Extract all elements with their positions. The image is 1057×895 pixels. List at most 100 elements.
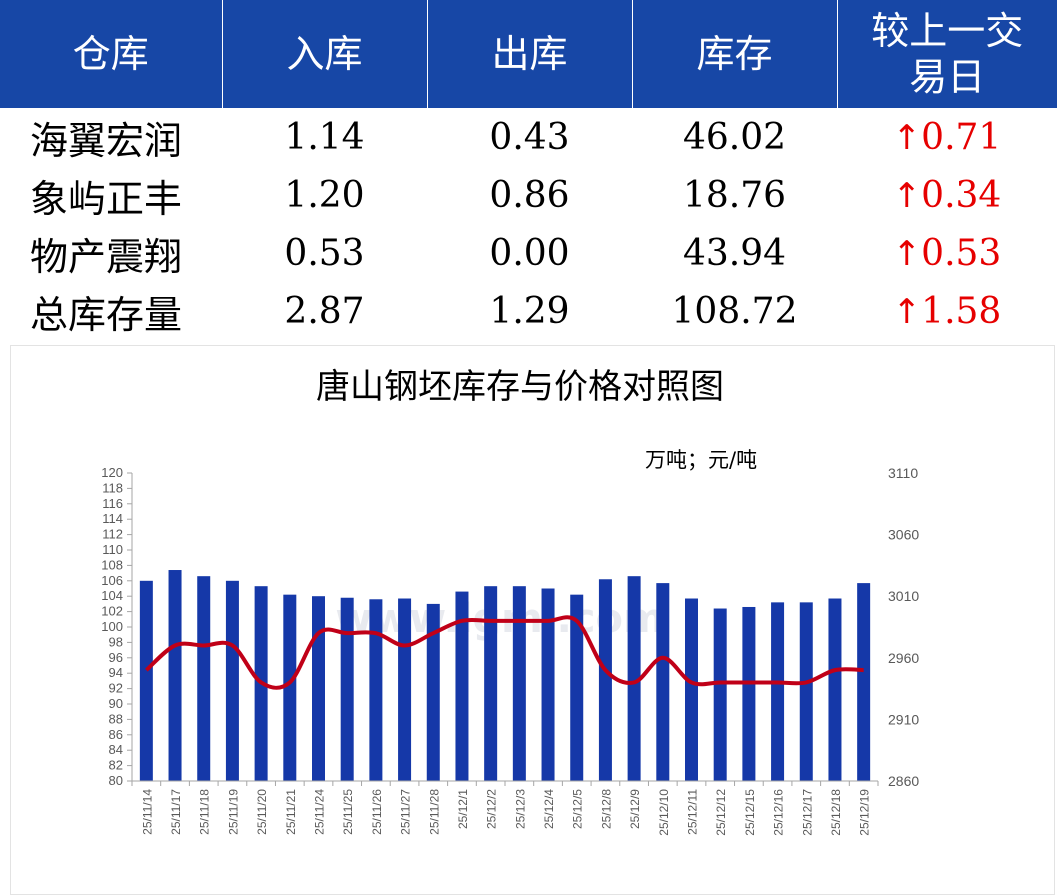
warehouse-name: 总库存量 [30,292,183,337]
change-value: 0.53 [921,232,1002,274]
stock-value: 18.76 [682,174,787,216]
x-tick-label: 25/12/3 [513,789,527,829]
inventory-bar [742,606,756,781]
inventory-bar [685,598,698,781]
change-cell: ↑0.53 [837,224,1057,282]
right-tick-label: 2910 [888,711,919,727]
x-tick-label: 25/11/24 [313,789,327,835]
x-tick-label: 25/12/5 [571,789,585,829]
inventory-bar [541,588,555,781]
unit-label: 万吨；元/吨 [645,448,757,472]
price-line [144,615,864,690]
inbound-value: 0.53 [284,232,365,274]
inventory-bar [312,596,325,781]
left-tick-label: 114 [102,511,123,526]
x-tick-label: 25/12/8 [599,789,613,829]
right-tick-label: 3060 [888,527,919,543]
x-axis: 25/11/14 25/11/17 25/11/18 25/11/19 25/11/20… [131,780,879,836]
x-tick-label: 25/12/10 [657,789,671,836]
inventory-bar [455,591,469,781]
change-cell: ↑1.58 [837,282,1057,340]
x-tick-label: 25/12/15 [743,789,757,836]
left-tick-label: 118 [102,480,123,495]
x-tick-label: 25/11/19 [226,789,240,835]
left-tick-label: 84 [109,742,123,757]
inventory-bar [570,594,584,781]
outbound-value: 0.86 [489,174,570,216]
inventory-bar [828,598,842,781]
inventory-bar [369,599,383,781]
change-cell: ↑0.34 [837,166,1057,224]
left-tick-label: 96 [109,650,123,665]
left-tick-label: 116 [102,496,123,511]
inventory-bar [398,598,412,781]
inventory-bar [283,594,297,781]
left-tick-label: 82 [109,758,123,773]
x-tick-label: 25/11/17 [169,789,183,835]
inventory-bar [799,602,813,781]
x-tick-label: 25/11/27 [399,789,413,835]
inventory-bar [340,597,354,781]
x-tick-label: 25/12/18 [829,789,843,836]
header-inbound: 入库 [221,0,427,108]
change-value: 1.58 [921,290,1002,332]
inventory-bar [168,570,182,781]
warehouse-name: 海翼宏润 [30,118,183,163]
inventory-bar [656,583,670,781]
left-tick-label: 98 [109,634,123,649]
x-tick-label: 25/11/21 [284,789,298,835]
x-tick-label: 25/12/12 [714,789,728,836]
inventory-bar [627,576,641,781]
inventory-bar [512,586,526,781]
left-tick-label: 90 [109,696,123,711]
inventory-bar [484,586,498,781]
inventory-bar [197,576,211,781]
stock-value: 46.02 [682,116,787,158]
arrow-up-icon: ↑ [892,291,922,332]
left-tick-label: 104 [101,588,123,603]
x-tick-label: 25/11/18 [198,789,212,835]
outbound-value: 1.29 [489,290,570,332]
left-tick-label: 112 [102,527,123,542]
inbound-value: 2.87 [284,290,365,332]
left-tick-label: 86 [109,727,123,742]
table-row: 物产震翔 0.53 0.00 43.94 ↑0.53 [0,224,1057,282]
left-tick-label: 92 [109,681,123,696]
left-tick-label: 108 [101,557,123,572]
right-tick-label: 3110 [888,465,918,481]
x-tick-label: 25/12/11 [686,789,700,835]
warehouse-name: 象屿正丰 [30,176,183,221]
left-tick-label: 110 [102,542,123,557]
table-row: 总库存量 2.87 1.29 108.72 ↑1.58 [0,282,1057,340]
inbound-value: 1.20 [284,174,365,216]
inventory-bar [426,603,440,781]
header-outbound: 出库 [426,0,632,108]
x-tick-label: 25/12/17 [800,789,814,836]
inventory-bar [771,602,785,781]
left-tick-label: 120 [101,465,123,480]
arrow-up-icon: ↑ [892,233,922,274]
outbound-value: 0.00 [489,232,570,274]
header-warehouse: 仓库 [0,0,222,108]
left-tick-label: 106 [101,573,123,588]
left-tick-label: 80 [109,773,123,788]
x-tick-label: 25/11/28 [427,789,441,835]
bar-series [139,570,871,781]
x-tick-label: 25/12/19 [858,789,872,836]
change-value: 0.71 [921,116,1002,158]
left-tick-label: 88 [109,711,123,726]
arrow-up-icon: ↑ [892,175,922,216]
header-change: 较上一交 易日 [836,0,1057,108]
change-value: 0.34 [921,174,1002,216]
inventory-table: 仓库 入库 出库 库存 较上一交 易日 海翼宏润 1.14 0.43 46.02 … [0,0,1057,340]
x-tick-label: 25/11/20 [255,789,269,835]
x-tick-label: 25/12/4 [542,789,556,829]
x-tick-label: 25/11/25 [341,789,355,835]
left-tick-label: 94 [109,665,123,680]
stock-value: 108.72 [671,290,798,332]
right-tick-label: 2960 [888,650,919,666]
right-tick-label: 2860 [888,773,919,789]
inventory-bar [225,580,239,781]
outbound-value: 0.43 [489,116,570,158]
